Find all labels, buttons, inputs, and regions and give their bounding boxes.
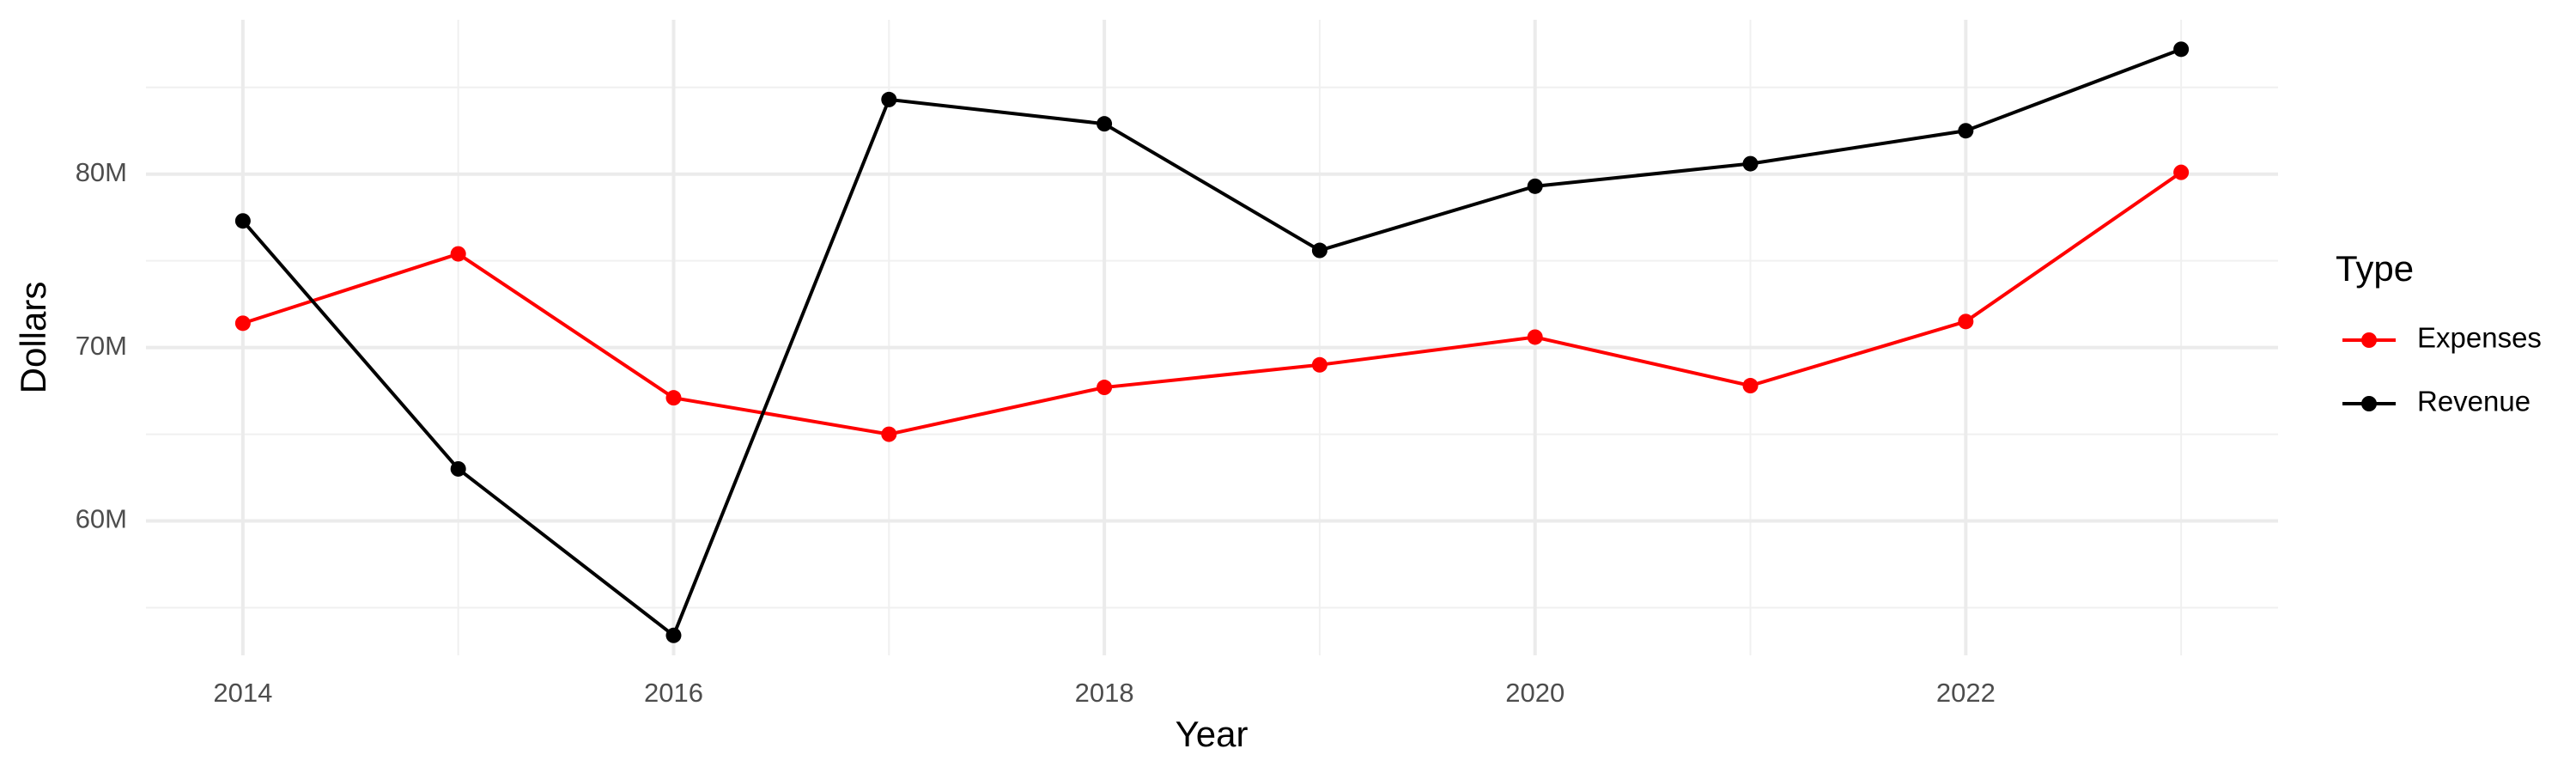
data-point: [881, 91, 897, 107]
data-point: [234, 213, 251, 229]
y-axis-title: Dollars: [13, 282, 53, 394]
data-point: [450, 246, 466, 262]
data-point: [1311, 242, 1327, 259]
data-point: [450, 460, 466, 477]
data-point: [1742, 378, 1759, 394]
legend-label: Revenue: [2417, 386, 2530, 417]
series-line: [242, 171, 2183, 436]
x-tick-label: 2020: [1505, 678, 1564, 708]
x-tick-label: 2022: [1936, 678, 1996, 708]
x-tick-label: 2016: [644, 678, 703, 708]
data-point: [1958, 313, 1974, 330]
x-tick-label: 2014: [213, 678, 272, 708]
y-tick-label: 80M: [76, 157, 127, 187]
y-tick-label: 70M: [76, 331, 127, 361]
x-tick-label: 2018: [1075, 678, 1134, 708]
data-point: [1958, 123, 1974, 139]
legend-title: Type: [2336, 248, 2414, 289]
data-point: [1097, 116, 1113, 132]
series-line: [241, 47, 2182, 638]
data-point: [1097, 380, 1113, 396]
data-point: [2173, 164, 2190, 180]
data-point: [665, 390, 682, 406]
data-point: [881, 426, 897, 442]
legend-label: Expenses: [2417, 322, 2542, 354]
y-tick-label: 60M: [76, 504, 127, 534]
data-point: [2173, 41, 2190, 58]
data-point: [1742, 155, 1759, 172]
x-axis-title: Year: [1176, 714, 1249, 754]
legend-key-point: [2361, 332, 2377, 348]
data-point: [1527, 329, 1543, 345]
data-point: [234, 315, 251, 332]
data-point: [1311, 356, 1327, 373]
legend-key-point: [2361, 396, 2377, 411]
data-point: [665, 627, 682, 643]
data-point: [1527, 178, 1543, 194]
